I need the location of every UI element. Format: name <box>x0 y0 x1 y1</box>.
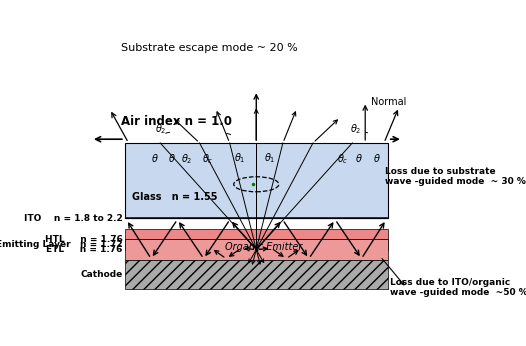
Text: Air index n = 1.0: Air index n = 1.0 <box>121 116 232 128</box>
Bar <box>125 229 388 249</box>
Text: $\theta_c$: $\theta_c$ <box>337 153 348 166</box>
Text: Loss due to ITO/organic
wave -guided mode  ~50 %: Loss due to ITO/organic wave -guided mod… <box>390 277 526 297</box>
Text: $\theta$: $\theta$ <box>151 152 159 164</box>
Text: $\theta$: $\theta$ <box>168 152 176 164</box>
Text: $\theta_1$: $\theta_1$ <box>234 151 246 165</box>
Text: ETL     n = 1.76: ETL n = 1.76 <box>46 245 123 254</box>
Text: $\theta_2$: $\theta_2$ <box>350 122 362 136</box>
Text: ITO    n = 1.8 to 2.2: ITO n = 1.8 to 2.2 <box>24 213 123 222</box>
Bar <box>125 143 388 218</box>
Text: Organic Emitter: Organic Emitter <box>225 242 302 252</box>
Text: Loss due to substrate
wave -guided mode  ~ 30 %: Loss due to substrate wave -guided mode … <box>386 167 526 186</box>
Text: Glass   n = 1.55: Glass n = 1.55 <box>133 192 218 202</box>
Text: Substrate escape mode ~ 20 %: Substrate escape mode ~ 20 % <box>122 43 298 53</box>
Bar <box>125 239 388 249</box>
Text: Normal: Normal <box>371 97 407 107</box>
Bar <box>125 217 388 218</box>
Text: $\theta_2$: $\theta_2$ <box>155 122 167 136</box>
Bar <box>125 260 388 290</box>
Bar <box>125 239 388 260</box>
Text: $\theta$: $\theta$ <box>355 152 363 164</box>
Text: HTL     n = 1.76: HTL n = 1.76 <box>45 235 123 244</box>
Text: Emitting Layer   n = 1.72: Emitting Layer n = 1.72 <box>0 240 123 249</box>
Text: Cathode: Cathode <box>80 270 123 279</box>
Text: $\theta$: $\theta$ <box>372 152 380 164</box>
Text: $\theta_1$: $\theta_1$ <box>264 151 276 165</box>
Text: $\theta_c$: $\theta_c$ <box>201 153 213 166</box>
Text: $\theta_2$: $\theta_2$ <box>181 153 193 166</box>
